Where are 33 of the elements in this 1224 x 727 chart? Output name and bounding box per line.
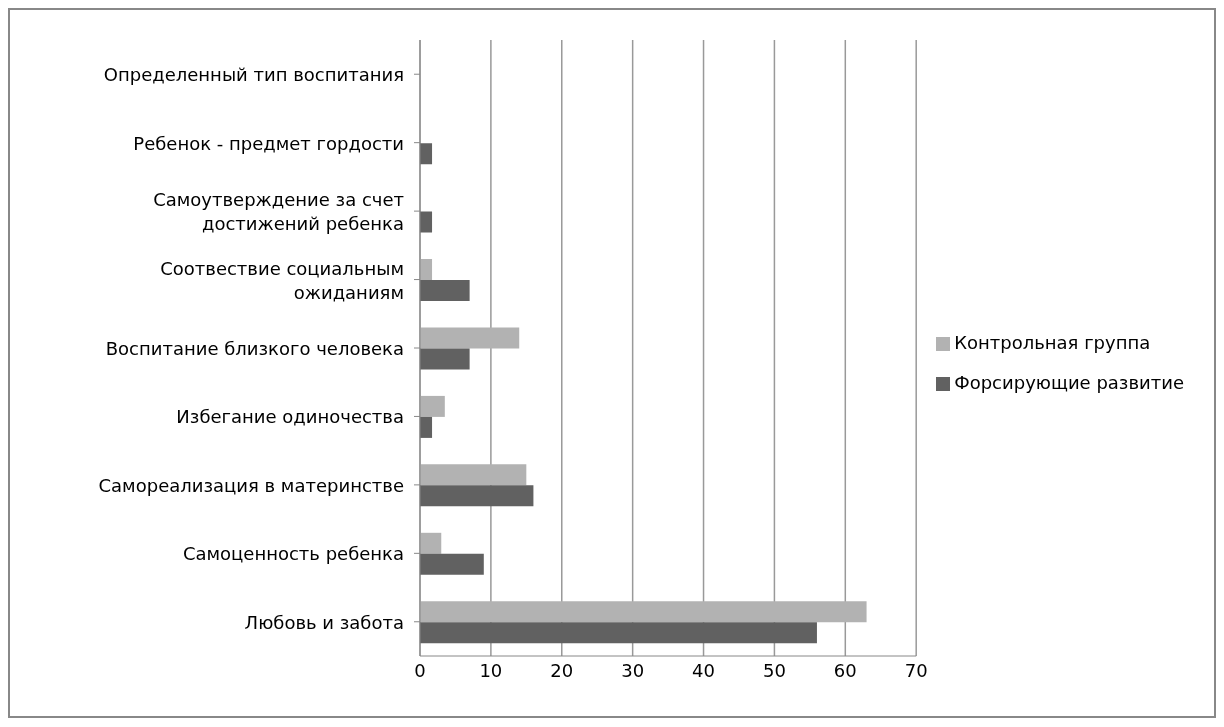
y-tick-label: Самореализация в материнстве xyxy=(98,474,404,496)
y-tick-label: Определенный тип воспитания xyxy=(103,63,404,85)
bar xyxy=(420,211,433,233)
y-tick-label: Самоценность ребенка xyxy=(182,542,404,564)
bar xyxy=(420,416,433,438)
bar xyxy=(420,464,527,486)
x-tick-label: 50 xyxy=(762,659,786,681)
bar xyxy=(420,348,470,370)
bar xyxy=(420,143,433,165)
legend-label: Контрольная группа xyxy=(954,332,1151,353)
bar xyxy=(420,485,534,507)
bar xyxy=(420,601,867,623)
y-tick-label: Соотвествие социальным ожиданиям xyxy=(160,257,404,303)
x-tick-label: 30 xyxy=(621,659,645,681)
x-tick-label: 70 xyxy=(904,659,928,681)
x-tick-label: 0 xyxy=(414,659,426,681)
bar xyxy=(420,327,520,349)
x-tick-label: 60 xyxy=(833,659,857,681)
bar xyxy=(420,280,470,302)
y-tick-label: Воспитание близкого человека xyxy=(105,337,404,359)
bar xyxy=(420,259,433,281)
x-tick-label: 20 xyxy=(550,659,574,681)
bar xyxy=(420,622,817,644)
y-tick-label: Любовь и забота xyxy=(244,611,404,633)
y-tick-label: Ребенок - предмет гордости xyxy=(133,132,404,154)
bar xyxy=(420,532,442,554)
legend-label: Форсирующие развитие xyxy=(954,372,1184,393)
y-tick-label: Самоутверждение за счет достижений ребенка xyxy=(153,188,404,234)
x-tick-label: 10 xyxy=(479,659,503,681)
bar xyxy=(420,553,484,575)
bar xyxy=(420,395,445,417)
x-tick-label: 40 xyxy=(692,659,715,681)
y-tick-label: Избегание одиночества xyxy=(176,405,404,427)
